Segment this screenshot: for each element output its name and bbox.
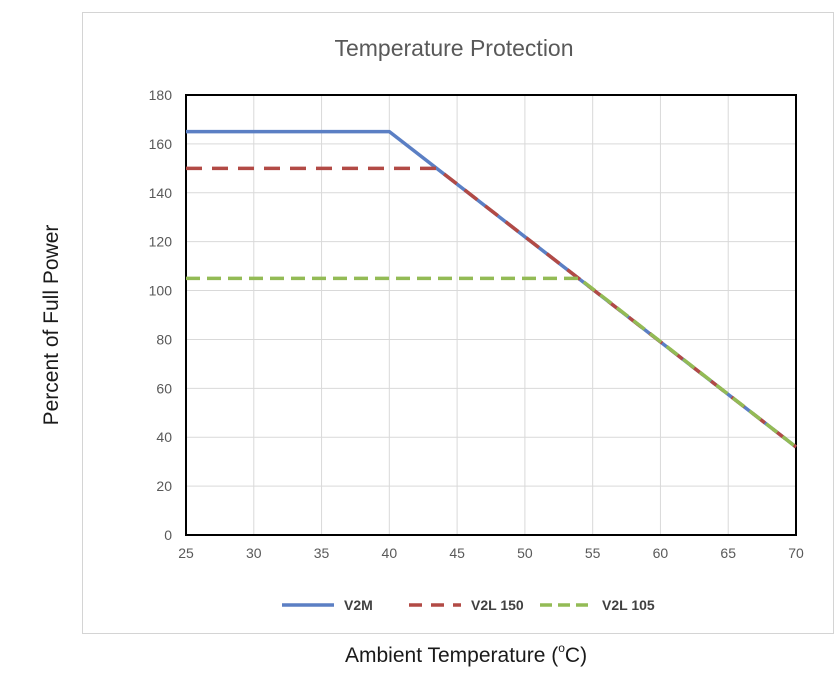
y-tick-label: 140: [149, 185, 173, 201]
legend-label: V2L 150: [471, 597, 524, 613]
x-axis-label-unit: C): [564, 644, 588, 667]
x-axis-label-degree: o: [558, 641, 565, 655]
legend-label: V2M: [344, 597, 373, 613]
y-axis-label: Percent of Full Power: [40, 224, 63, 426]
x-tick-label: 45: [449, 545, 465, 561]
x-tick-label: 55: [585, 545, 601, 561]
series-line-v2l-150: [186, 166, 798, 449]
y-tick-label: 20: [156, 478, 172, 494]
series-line-v2m: [186, 129, 798, 449]
x-tick-label: 25: [178, 545, 194, 561]
y-tick-label: 80: [156, 331, 172, 347]
x-axis-label: Ambient Temperature (oC): [345, 641, 588, 668]
x-tick-label: 60: [653, 545, 669, 561]
x-tick-label: 70: [788, 545, 804, 561]
x-tick-label: 65: [720, 545, 736, 561]
y-tick-label: 40: [156, 429, 172, 445]
x-tick-label: 35: [314, 545, 330, 561]
series-line-v2l-105: [186, 276, 798, 449]
chart-frame: Temperature Protection 25 30 35 40 45 50 55 60 6…: [82, 12, 834, 634]
chart-title: Temperature Protection: [334, 35, 573, 61]
grid-layer: [185, 94, 797, 536]
x-tick-label: 50: [517, 545, 533, 561]
tick-layer: 25 30 35 40 45 50 55 60 65 70 0 20 40 60 80 100 120 140 16…: [149, 87, 804, 561]
x-tick-label: 40: [382, 545, 398, 561]
chart-svg: Temperature Protection 25 30 35 40 45 50 55 60 6…: [149, 35, 804, 613]
series-layer: [186, 129, 798, 449]
legend-label: V2L 105: [602, 597, 655, 613]
y-tick-label: 0: [164, 527, 172, 543]
y-tick-label: 180: [149, 87, 173, 103]
x-axis-label-text: Ambient Temperature (: [345, 644, 559, 667]
y-tick-label: 120: [149, 234, 173, 250]
plot-border: [185, 94, 797, 536]
x-tick-label: 30: [246, 545, 262, 561]
y-tick-label: 60: [156, 380, 172, 396]
y-tick-label: 100: [149, 283, 173, 299]
y-tick-label: 160: [149, 136, 173, 152]
legend: V2M V2L 150 V2L 105: [282, 597, 655, 613]
